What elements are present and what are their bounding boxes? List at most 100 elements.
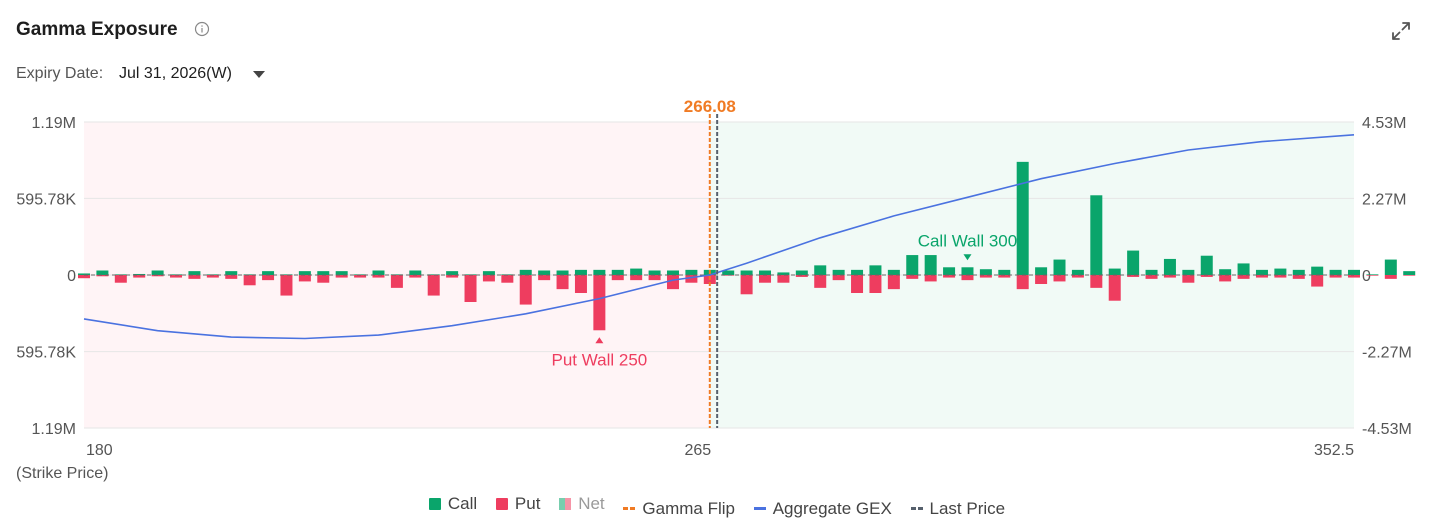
put-bar <box>795 275 808 277</box>
call-bar <box>869 265 882 275</box>
call-bar <box>943 267 956 275</box>
call-bar <box>133 273 146 275</box>
put-bar <box>1292 275 1305 279</box>
put-bar <box>814 275 827 288</box>
call-bar <box>924 255 937 275</box>
chevron-down-icon[interactable] <box>253 71 265 78</box>
put-bar <box>1366 275 1379 276</box>
put-bar <box>298 275 311 282</box>
call-bar <box>1035 267 1048 275</box>
put-bar <box>943 275 956 278</box>
put-bar <box>538 275 551 281</box>
put-bar <box>409 275 422 278</box>
y-tick-left: 1.19M <box>32 421 76 438</box>
put-bar <box>1348 275 1360 278</box>
put-bar <box>96 275 109 277</box>
legend-item-net[interactable]: Net <box>559 494 605 514</box>
x-tick: 265 <box>684 442 711 459</box>
put-bar <box>1035 275 1048 284</box>
put-bar <box>170 275 183 278</box>
call-bar <box>372 270 385 275</box>
put-bar <box>206 275 219 278</box>
call-bar <box>1163 258 1176 275</box>
gamma-flip-swatch <box>623 507 636 510</box>
call-bar <box>832 269 845 275</box>
gamma-exposure-chart: 1.19M 595.78K 0 595.78K 1.19M 4.53M 2.27M 0 -2.2… <box>16 97 1416 482</box>
put-bar <box>1237 275 1250 279</box>
legend-item-call[interactable]: Call <box>428 494 477 514</box>
call-bar <box>1071 269 1084 275</box>
info-icon[interactable] <box>194 21 210 37</box>
call-bar <box>648 270 661 275</box>
call-bar <box>1329 269 1342 275</box>
put-bar <box>998 275 1011 278</box>
call-bar <box>666 270 679 275</box>
put-bar <box>759 275 772 283</box>
put-bar <box>593 275 606 331</box>
page-title: Gamma Exposure <box>16 19 178 40</box>
y-tick-left: 595.78K <box>16 345 76 362</box>
call-bar <box>1311 266 1324 275</box>
call-bar <box>1090 195 1103 275</box>
y-tick-left: 0 <box>67 268 76 285</box>
put-bar <box>151 275 164 277</box>
x-axis-title: (Strike Price) <box>16 465 108 482</box>
expand-icon[interactable] <box>1390 20 1412 42</box>
put-bar <box>1090 275 1103 288</box>
put-bar <box>1200 275 1213 277</box>
call-bar <box>795 270 808 275</box>
call-bar <box>1255 269 1268 275</box>
legend-item-aggregate-gex[interactable]: Aggregate GEX <box>753 499 892 519</box>
call-bar <box>759 270 772 275</box>
call-bar <box>427 274 440 275</box>
call-bar <box>1145 269 1158 275</box>
call-bar <box>961 267 974 275</box>
legend-item-put[interactable]: Put <box>495 494 540 514</box>
call-bar <box>151 270 164 275</box>
call-bar <box>685 269 698 275</box>
x-tick: 352.5 <box>1314 442 1354 459</box>
put-bar <box>961 275 974 281</box>
put-bar <box>519 275 532 305</box>
put-bar <box>1403 275 1416 276</box>
y-tick-right: 4.53M <box>1362 115 1406 132</box>
put-bar <box>390 275 403 288</box>
expiry-select[interactable]: Jul 31, 2026(W) <box>119 65 232 82</box>
net-swatch <box>559 498 572 510</box>
put-bar <box>924 275 937 282</box>
put-bar <box>887 275 900 290</box>
legend-label-net: Net <box>578 494 605 513</box>
put-bar <box>501 275 514 283</box>
put-wall-marker <box>595 337 604 344</box>
call-bar <box>979 269 992 275</box>
put-bar <box>335 275 348 278</box>
call-bar <box>280 274 293 275</box>
put-bar <box>611 275 624 281</box>
put-bar <box>1127 275 1140 277</box>
call-bar <box>998 269 1011 275</box>
call-bar <box>1366 274 1379 275</box>
call-bar <box>1127 250 1140 275</box>
put-bar <box>630 275 643 281</box>
put-bar <box>574 275 587 293</box>
call-bar <box>446 271 459 275</box>
call-bar <box>519 269 532 275</box>
put-bar <box>869 275 882 293</box>
call-bar <box>1219 269 1232 275</box>
call-bar <box>482 271 495 275</box>
put-bar <box>1311 275 1324 287</box>
put-bar <box>225 275 238 279</box>
legend-item-last-price[interactable]: Last Price <box>910 498 1006 519</box>
call-bar <box>390 274 403 275</box>
put-bar <box>1274 275 1287 278</box>
call-bar <box>335 271 348 275</box>
put-bar <box>1384 275 1397 279</box>
put-bar <box>666 275 679 290</box>
call-bar <box>188 271 201 275</box>
legend-label-last-price: Last Price <box>929 498 1006 518</box>
put-bar <box>1108 275 1121 301</box>
call-bar <box>814 265 827 275</box>
put-bar <box>1071 275 1084 278</box>
put-bar <box>427 275 440 296</box>
legend-item-gamma-flip[interactable]: Gamma Flip <box>623 499 735 519</box>
